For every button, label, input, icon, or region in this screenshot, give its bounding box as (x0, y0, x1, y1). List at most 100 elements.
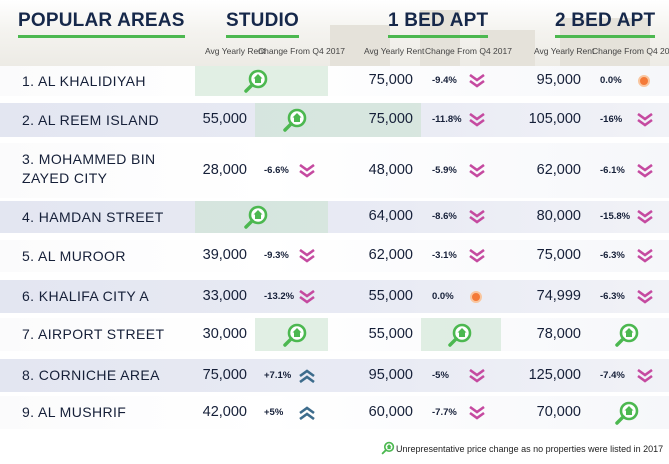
two-bed-rent: 74,999 (536, 288, 581, 304)
two-bed-rent: 125,000 (528, 367, 581, 383)
studio-rent: 33,000 (202, 288, 247, 304)
one-bed-rent: 48,000 (368, 162, 413, 178)
magnifier-house-icon (282, 107, 308, 133)
one-bed-rent: 75,000 (368, 111, 413, 127)
magnifier-house-icon (614, 322, 640, 348)
studio-rent: 30,000 (202, 326, 247, 342)
one-bed-rent: 55,000 (368, 326, 413, 342)
one-bed-rent: 95,000 (368, 367, 413, 383)
two-bed-rent: 75,000 (536, 247, 581, 263)
subheader-one-bed-change: Change From Q4 2017 (425, 46, 512, 56)
two-bed-change: 0.0% (600, 75, 622, 86)
table-row: 2. AL REEM ISLAND 55,000 75,000 -11.8% 105,0… (0, 103, 669, 137)
one-bed-change: -5.9% (432, 165, 457, 176)
down-chevron-icon (636, 163, 654, 178)
down-chevron-icon (468, 209, 486, 224)
header-two-bed: 2 BED APT (555, 10, 656, 38)
studio-rent: 55,000 (202, 111, 247, 127)
table-row: 9. AL MUSHRIF 42,000 +5% 60,000 -7.7% 70,000 (0, 396, 669, 429)
down-chevron-icon (636, 112, 654, 127)
one-bed-change: 0.0% (432, 291, 454, 302)
two-bed-change: -6.1% (600, 165, 625, 176)
down-chevron-icon (468, 368, 486, 383)
subheader-studio-rent: Avg Yearly Rent (205, 46, 266, 56)
magnifier-house-icon (381, 441, 395, 455)
studio-rent: 39,000 (202, 247, 247, 263)
studio-rent: 28,000 (202, 162, 247, 178)
one-bed-rent: 60,000 (368, 404, 413, 420)
subheader-two-bed-rent: Avg Yearly Rent (534, 46, 595, 56)
one-bed-change: -7.7% (432, 407, 457, 418)
area-name: 1. AL KHALIDIYAH (22, 73, 146, 89)
two-bed-change: -6.3% (600, 250, 625, 261)
one-bed-rent: 55,000 (368, 288, 413, 304)
magnifier-house-icon (243, 204, 269, 230)
down-chevron-icon (636, 289, 654, 304)
unrepresentative-cell-tint (255, 201, 328, 233)
subheader-studio-change: Change From Q4 2017 (258, 46, 345, 56)
one-bed-change: -8.6% (432, 211, 457, 222)
area-name: 3. MOHAMMED BIN ZAYED CITY (22, 151, 156, 186)
unrepresentative-cell-tint (328, 103, 421, 137)
area-name: 6. KHALIFA CITY A (22, 288, 150, 304)
down-chevron-icon (468, 73, 486, 88)
one-bed-rent: 75,000 (368, 72, 413, 88)
studio-rent: 75,000 (202, 367, 247, 383)
area-name: 9. AL MUSHRIF (22, 404, 127, 420)
down-chevron-icon (468, 405, 486, 420)
one-bed-change: -11.8% (432, 114, 462, 125)
one-bed-change: -3.1% (432, 250, 457, 261)
two-bed-change: -6.3% (600, 291, 625, 302)
two-bed-rent: 105,000 (528, 111, 581, 127)
legend-text: Unrepresentative price change as no prop… (396, 444, 664, 454)
orange-dot-icon (638, 75, 650, 87)
down-chevron-icon (298, 248, 316, 263)
header-popular-areas: POPULAR AREAS (18, 10, 185, 38)
table-row: 8. CORNICHE AREA 75,000 +7.1% 95,000 -5% 125,… (0, 359, 669, 392)
table-row: 6. KHALIFA CITY A 33,000 -13.2% 55,000 0.0% 7… (0, 280, 669, 313)
magnifier-house-icon (282, 322, 308, 348)
one-bed-change: -9.4% (432, 75, 457, 86)
subheader-two-bed-change: Change From Q4 2017 (592, 46, 669, 56)
down-chevron-icon (298, 163, 316, 178)
two-bed-rent: 95,000 (536, 72, 581, 88)
studio-change: -13.2% (264, 291, 295, 302)
area-name: 5. AL MUROOR (22, 248, 126, 264)
down-chevron-icon (468, 112, 486, 127)
magnifier-house-icon (447, 322, 473, 348)
down-chevron-icon (468, 163, 486, 178)
header-one-bed: 1 BED APT (388, 10, 489, 38)
two-bed-rent: 70,000 (536, 404, 581, 420)
two-bed-change: -7.4% (600, 370, 625, 381)
two-bed-rent: 62,000 (536, 162, 581, 178)
down-chevron-icon (468, 248, 486, 263)
unrepresentative-cell-tint (255, 66, 328, 96)
one-bed-rent: 64,000 (368, 208, 413, 224)
down-chevron-icon (636, 209, 654, 224)
two-bed-change: -15.8% (600, 211, 631, 222)
subheader-one-bed-rent: Avg Yearly Rent (364, 46, 425, 56)
table-row: 3. MOHAMMED BIN ZAYED CITY 28,000 -6.6% 48,… (0, 143, 669, 198)
one-bed-change: -5% (432, 370, 449, 381)
one-bed-rent: 62,000 (368, 247, 413, 263)
studio-change: -6.6% (264, 165, 289, 176)
magnifier-house-icon (614, 400, 640, 426)
header-studio: STUDIO (226, 10, 299, 38)
two-bed-rent: 78,000 (536, 326, 581, 342)
table-row: 7. AIRPORT STREET 30,000 55,000 78,000 (0, 318, 669, 351)
up-chevron-icon (298, 406, 316, 421)
studio-change: +7.1% (264, 370, 292, 381)
area-name: 2. AL REEM ISLAND (22, 112, 159, 128)
area-name: 4. HAMDAN STREET (22, 209, 164, 225)
down-chevron-icon (298, 289, 316, 304)
studio-rent: 42,000 (202, 404, 247, 420)
studio-change: -9.3% (264, 250, 289, 261)
area-name: 7. AIRPORT STREET (22, 326, 165, 342)
orange-dot-icon (470, 291, 482, 303)
two-bed-change: -16% (600, 114, 623, 125)
studio-change: +5% (264, 407, 284, 418)
two-bed-rent: 80,000 (536, 208, 581, 224)
down-chevron-icon (636, 368, 654, 383)
area-name: 8. CORNICHE AREA (22, 367, 160, 383)
up-chevron-icon (298, 369, 316, 384)
